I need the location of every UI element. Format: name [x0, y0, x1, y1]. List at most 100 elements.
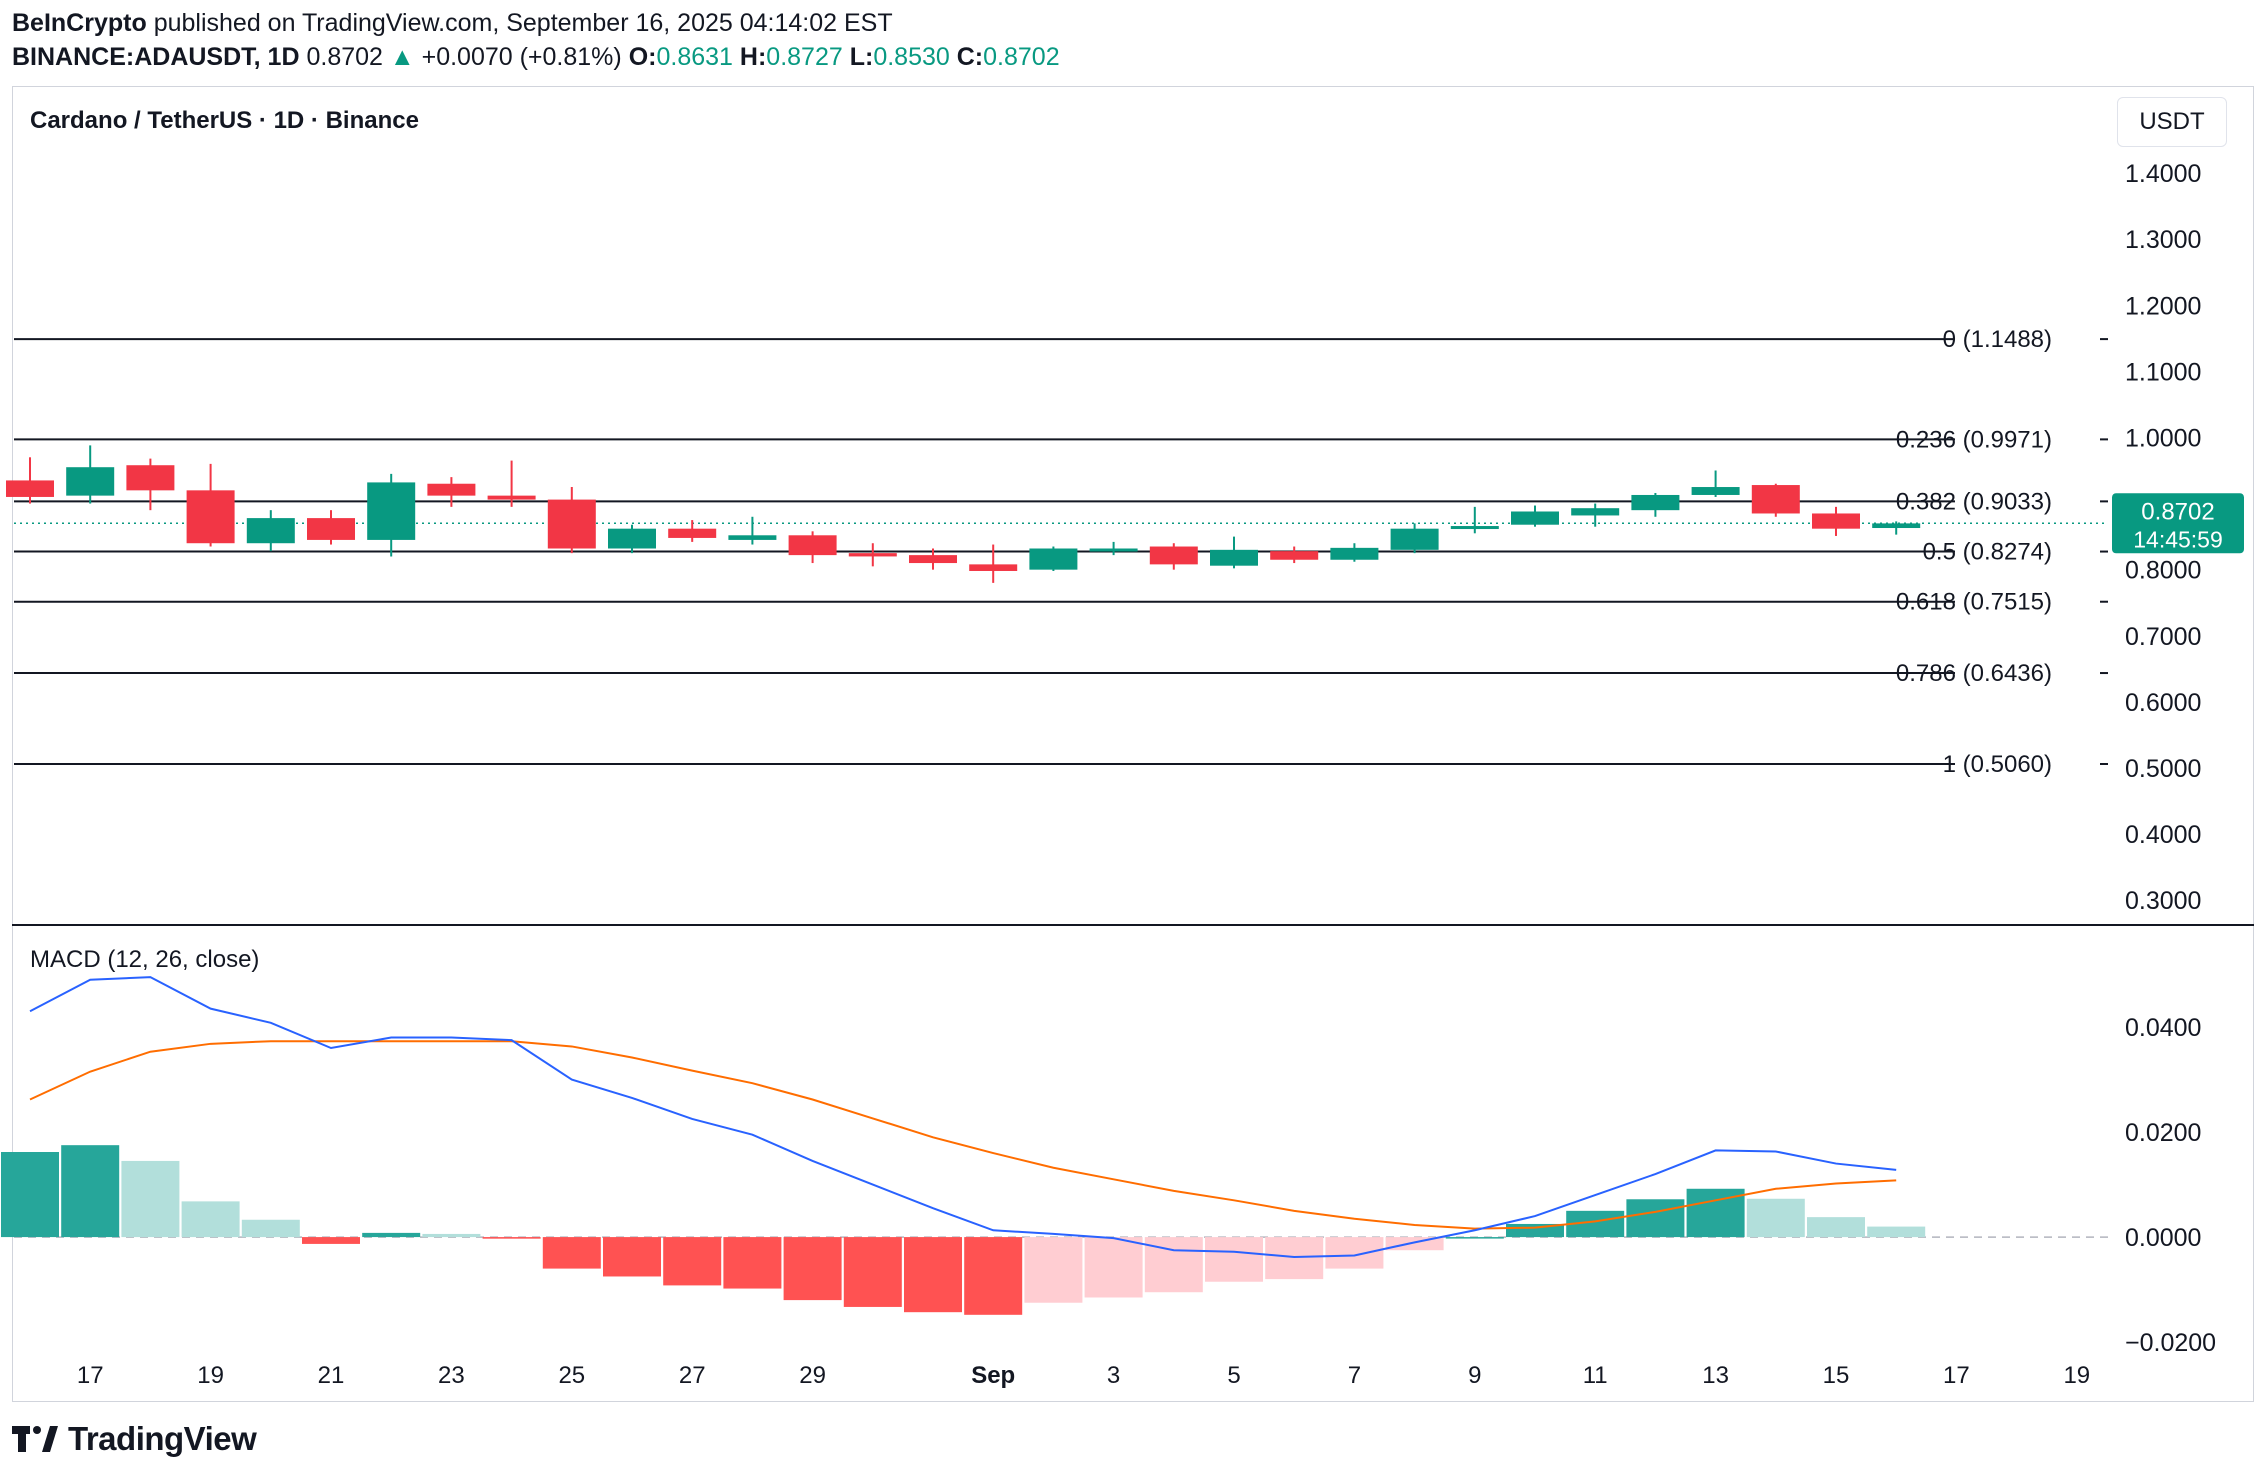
candle-body[interactable]	[1691, 487, 1740, 495]
time-axis-tick: 7	[1348, 1362, 1361, 1389]
time-axis-tick: Sep	[971, 1362, 1015, 1389]
price-axis-tick: 0.7000	[2125, 623, 2201, 651]
macd-histogram-bar	[121, 1160, 180, 1238]
candle-body[interactable]	[367, 482, 416, 540]
macd-histogram-bar	[663, 1237, 722, 1286]
candle-body[interactable]	[186, 490, 235, 544]
candle-body[interactable]	[307, 518, 355, 540]
price-axis-tick: 1.3000	[2125, 226, 2201, 254]
up-triangle-icon: ▲	[389, 43, 415, 71]
candle-body[interactable]	[608, 528, 656, 549]
low-value: 0.8530	[873, 43, 950, 71]
candle-body[interactable]	[126, 465, 175, 491]
current-price-tag	[2112, 493, 2244, 554]
tradingview-logo[interactable]: TradingView	[12, 1420, 257, 1458]
macd-histogram-bar	[302, 1237, 360, 1244]
macd-histogram-bar	[1265, 1237, 1324, 1280]
fib-level-label: 0.618 (0.7515)	[1896, 589, 2052, 616]
signal-line	[29, 1040, 1897, 1230]
candle-body[interactable]	[909, 555, 957, 564]
time-axis-tick: 3	[1107, 1362, 1120, 1389]
price-axis-tick: 0.6000	[2125, 689, 2201, 717]
candle-body[interactable]	[1390, 528, 1439, 550]
macd-histogram-bar	[723, 1237, 782, 1289]
candle-body[interactable]	[1812, 513, 1860, 529]
macd-histogram-bar	[482, 1237, 541, 1239]
fib-level-label: 1 (0.5060)	[1943, 751, 2052, 778]
price-axis-tick: 1.0000	[2125, 424, 2201, 452]
candle-body[interactable]	[1270, 551, 1319, 560]
macd-histogram-bar	[1205, 1237, 1263, 1282]
time-axis-tick: 19	[2063, 1362, 2090, 1389]
time-axis-tick: 17	[1943, 1362, 1970, 1389]
macd-histogram-bar	[181, 1201, 240, 1238]
last-price: 0.8702	[306, 43, 383, 71]
price-axis-tick: 0.5000	[2125, 755, 2201, 783]
candle-body[interactable]	[1149, 546, 1198, 565]
bar-countdown: 14:45:59	[2133, 526, 2223, 552]
candle-body[interactable]	[1571, 508, 1620, 516]
close-label: C:	[956, 43, 984, 71]
fib-level-label: 0.5 (0.8274)	[1923, 539, 2052, 566]
low-label: L:	[849, 43, 874, 71]
candle-body[interactable]	[788, 535, 837, 556]
macd-axis-tick: 0.0200	[2125, 1119, 2201, 1147]
candle-body[interactable]	[1330, 547, 1379, 560]
time-axis-tick: 9	[1468, 1362, 1481, 1389]
macd-histogram-bar	[1, 1152, 59, 1238]
symbol-line: BINANCE:ADAUSDT, 1D 0.8702 ▲ +0.0070 (+0…	[12, 42, 1060, 72]
chart-frame	[12, 86, 2254, 1402]
candle-body[interactable]	[487, 495, 536, 500]
fib-level-label: 0 (1.1488)	[1943, 326, 2052, 353]
macd-histogram-bar	[1445, 1237, 1504, 1239]
candle-body[interactable]	[1511, 511, 1559, 525]
macd-histogram-bar	[1024, 1237, 1083, 1303]
open-value: 0.8631	[656, 43, 733, 71]
candle-body[interactable]	[1450, 526, 1499, 530]
candle-body[interactable]	[246, 518, 295, 544]
macd-histogram-bar	[964, 1237, 1023, 1315]
open-label: O:	[628, 43, 657, 71]
symbol-name: BINANCE:ADAUSDT, 1D	[12, 43, 300, 71]
macd-histogram-bar	[1325, 1237, 1384, 1269]
candle-body[interactable]	[1210, 549, 1258, 566]
candle-body[interactable]	[427, 483, 476, 496]
price-change: +0.0070 (+0.81%)	[421, 43, 622, 71]
time-axis-tick: 5	[1227, 1362, 1240, 1389]
candle-body[interactable]	[848, 553, 897, 557]
time-axis-tick: 25	[558, 1362, 585, 1389]
macd-histogram-bar	[1867, 1226, 1926, 1238]
macd-histogram-bar	[1746, 1198, 1805, 1238]
high-label: H:	[739, 43, 767, 71]
candle-body[interactable]	[1029, 548, 1078, 570]
time-axis-tick: 13	[1702, 1362, 1729, 1389]
footer-brand: TradingView	[68, 1420, 257, 1457]
price-axis-tick: 1.4000	[2125, 160, 2201, 188]
candle-body[interactable]	[668, 528, 717, 538]
candle-body[interactable]	[1089, 548, 1138, 552]
price-axis-tick: 1.1000	[2125, 358, 2201, 386]
high-value: 0.8727	[766, 43, 843, 71]
candle-body[interactable]	[728, 535, 777, 540]
price-axis-tick: 1.2000	[2125, 292, 2201, 320]
candle-body[interactable]	[1631, 494, 1680, 511]
macd-histogram-bar	[1084, 1237, 1143, 1298]
candle-body[interactable]	[969, 564, 1018, 571]
currency-unit-button[interactable]: USDT	[2117, 97, 2227, 147]
time-axis-tick: 29	[799, 1362, 826, 1389]
macd-histogram-bar	[1807, 1217, 1865, 1238]
macd-histogram-bar	[362, 1232, 421, 1238]
candle-body[interactable]	[547, 499, 596, 549]
candle-body[interactable]	[6, 480, 54, 497]
time-axis-tick: 23	[438, 1362, 465, 1389]
publish-line: BeInCrypto published on TradingView.com,…	[12, 8, 893, 38]
candle-body[interactable]	[1751, 485, 1800, 514]
close-value: 0.8702	[983, 43, 1060, 71]
macd-histogram-bar	[603, 1237, 661, 1277]
candle-body[interactable]	[66, 467, 115, 496]
published-text: published on TradingView.com, September …	[153, 9, 893, 37]
macd-axis-tick: −0.0200	[2125, 1329, 2216, 1357]
macd-title: MACD (12, 26, close)	[30, 946, 259, 973]
candle-body[interactable]	[1872, 523, 1921, 529]
